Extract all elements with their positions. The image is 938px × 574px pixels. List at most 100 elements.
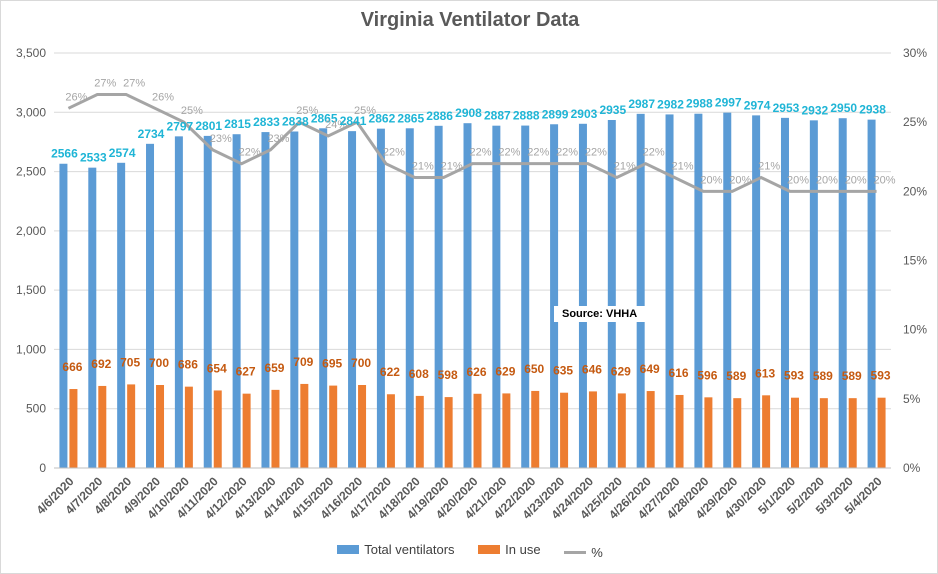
data-label-percent: 25% [296, 105, 318, 117]
bar-in-use [819, 398, 828, 468]
data-label-in-use: 635 [553, 364, 573, 378]
data-label-percent: 21% [412, 161, 434, 173]
data-label-percent: 22% [527, 147, 549, 159]
bar-in-use [386, 394, 395, 468]
data-label-percent: 26% [152, 91, 174, 103]
y-right-tick-label: 0% [903, 461, 921, 475]
bar-total-ventilators [434, 125, 443, 468]
legend-swatch-total-ventilators [337, 545, 360, 554]
bar-in-use [790, 397, 799, 468]
data-label-total-ventilators: 2987 [628, 97, 655, 111]
bar-total-ventilators [405, 128, 414, 468]
y-left-tick-label: 3,500 [16, 46, 46, 60]
data-label-total-ventilators: 2932 [801, 103, 828, 117]
data-label-percent: 22% [585, 147, 607, 159]
data-label-total-ventilators: 2953 [773, 101, 800, 115]
data-label-in-use: 589 [813, 369, 833, 383]
bar-total-ventilators [809, 120, 818, 468]
bar-total-ventilators [290, 131, 299, 468]
data-label-in-use: 598 [438, 368, 458, 382]
bar-in-use [300, 383, 309, 468]
bar-total-ventilators [348, 131, 357, 469]
data-label-in-use: 700 [149, 356, 169, 370]
data-label-in-use: 646 [582, 362, 602, 376]
chart-legend: Total ventilators In use % [1, 542, 938, 560]
data-label-in-use: 627 [236, 365, 256, 379]
data-label-in-use: 649 [640, 362, 660, 376]
bar-total-ventilators [636, 113, 645, 468]
data-label-percent: 25% [354, 105, 376, 117]
data-label-total-ventilators: 2797 [167, 119, 194, 133]
legend-swatch-percent [564, 551, 587, 554]
data-label-total-ventilators: 2950 [830, 101, 857, 115]
bar-total-ventilators [376, 128, 385, 469]
data-label-total-ventilators: 2566 [51, 147, 78, 161]
bar-in-use [444, 397, 453, 468]
data-label-total-ventilators: 2982 [657, 97, 684, 111]
bar-total-ventilators [780, 117, 789, 468]
data-label-in-use: 686 [178, 358, 198, 372]
bar-total-ventilators [723, 112, 732, 469]
chart-title: Virginia Ventilator Data [360, 9, 580, 31]
data-label-percent: 21% [441, 161, 463, 173]
data-label-total-ventilators: 2887 [484, 109, 511, 123]
data-label-in-use: 608 [409, 367, 429, 381]
bar-in-use [848, 398, 857, 468]
data-label-total-ventilators: 2908 [455, 106, 482, 120]
data-label-percent: 21% [614, 161, 636, 173]
bar-total-ventilators [550, 124, 559, 469]
data-label-total-ventilators: 2833 [253, 115, 280, 129]
data-label-in-use: 629 [495, 364, 515, 378]
bar-in-use [156, 385, 165, 468]
data-label-total-ventilators: 2533 [80, 151, 107, 165]
bar-in-use [271, 389, 280, 468]
data-label-percent: 20% [700, 174, 722, 186]
data-label-percent: 27% [123, 78, 145, 90]
data-label-total-ventilators: 2988 [686, 97, 713, 111]
bar-in-use [704, 397, 713, 468]
data-label-percent: 22% [643, 147, 665, 159]
data-label-total-ventilators: 2997 [715, 96, 742, 110]
bar-in-use [502, 393, 511, 468]
bar-total-ventilators [261, 132, 270, 468]
data-label-total-ventilators: 2815 [224, 117, 251, 131]
data-label-total-ventilators: 2888 [513, 109, 540, 123]
data-label-percent: 20% [874, 174, 896, 186]
data-label-total-ventilators: 2862 [369, 112, 396, 126]
legend-label-total-ventilators: Total ventilators [364, 542, 455, 557]
bar-total-ventilators [867, 119, 876, 468]
bar-in-use [184, 386, 193, 468]
data-label-in-use: 622 [380, 365, 400, 379]
bar-total-ventilators [752, 115, 761, 469]
data-label-percent: 22% [469, 147, 491, 159]
bar-total-ventilators [174, 136, 183, 468]
data-label-total-ventilators: 2938 [859, 103, 886, 117]
data-label-in-use: 705 [120, 355, 140, 369]
bar-in-use [127, 384, 136, 468]
y-right-tick-label: 10% [903, 323, 927, 337]
bar-in-use [69, 389, 78, 468]
bar-in-use [560, 392, 569, 468]
bar-total-ventilators [319, 128, 328, 468]
data-label-percent: 22% [239, 147, 261, 159]
data-label-in-use: 613 [755, 366, 775, 380]
data-label-total-ventilators: 2574 [109, 146, 136, 160]
bar-total-ventilators [117, 162, 126, 468]
data-label-total-ventilators: 2886 [426, 109, 453, 123]
bar-total-ventilators [521, 125, 530, 469]
source-annotation: Source: VHHA [554, 306, 646, 322]
data-label-in-use: 626 [466, 365, 486, 379]
line-percent [67, 93, 877, 193]
legend-item-total-ventilators: Total ventilators [337, 542, 455, 557]
bar-total-ventilators [203, 135, 212, 469]
data-label-percent: 21% [758, 161, 780, 173]
bar-total-ventilators [59, 163, 68, 468]
data-label-percent: 27% [94, 78, 116, 90]
bar-total-ventilators [492, 125, 501, 468]
data-label-percent: 22% [383, 147, 405, 159]
bar-in-use [98, 385, 107, 468]
data-label-percent: 20% [845, 174, 867, 186]
bar-total-ventilators [463, 123, 472, 469]
